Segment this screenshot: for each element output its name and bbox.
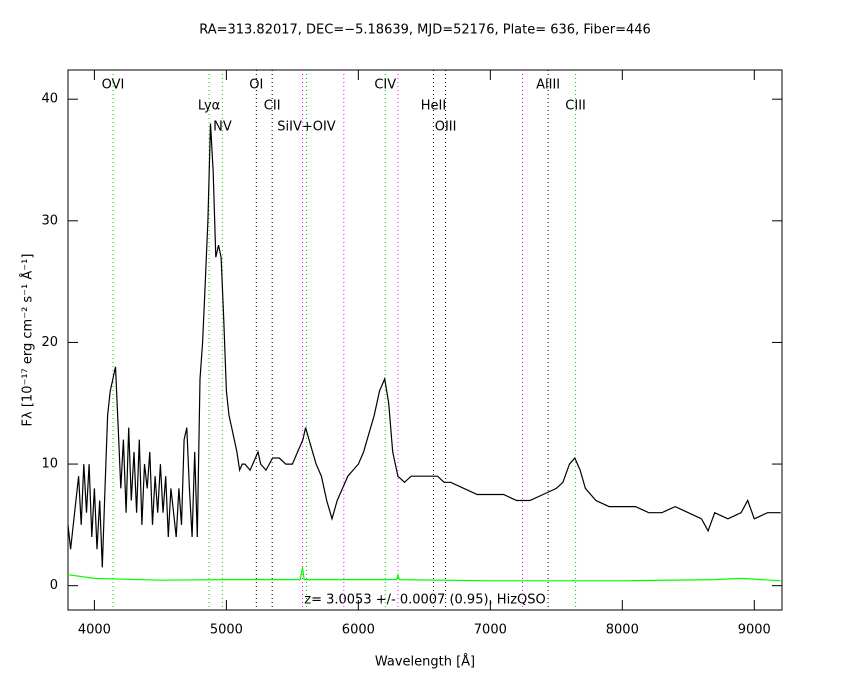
line-label: CIII — [565, 99, 586, 114]
x-tick-label: 6000 — [342, 623, 375, 638]
line-label: CII — [264, 99, 281, 114]
line-label: SiIV+OIV — [277, 120, 336, 135]
line-label: OVI — [102, 78, 125, 93]
chart-title: RA=313.82017, DEC=−5.18639, MJD=52176, P… — [199, 23, 651, 38]
line-label: AlIII — [536, 78, 560, 93]
y-tick-label: 0 — [50, 578, 58, 593]
y-tick-label: 40 — [41, 92, 58, 107]
annotation: z= 3.0053 +/- 0.0007 (0.95), HizQSO — [304, 593, 545, 608]
line-label: NV — [213, 120, 232, 135]
x-tick-label: 8000 — [606, 623, 639, 638]
y-axis-label: Fλ [10⁻¹⁷ erg cm⁻² s⁻¹ Å⁻¹] — [20, 254, 36, 427]
x-tick-label: 4000 — [78, 623, 111, 638]
plot-frame — [67, 69, 783, 611]
x-tick-label: 5000 — [210, 623, 243, 638]
y-tick-label: 10 — [41, 457, 58, 472]
line-label: HeII — [421, 99, 446, 114]
series-line — [67, 567, 781, 582]
line-label: OI — [249, 78, 263, 93]
line-label: CIV — [374, 78, 396, 93]
y-tick-label: 20 — [41, 335, 58, 350]
x-axis-label: Wavelength [Å] — [375, 654, 475, 670]
line-label: Lyα — [198, 99, 220, 114]
x-tick-label: 9000 — [738, 623, 771, 638]
series-line — [67, 123, 781, 568]
y-tick-label: 30 — [41, 213, 58, 228]
x-tick-label: 7000 — [474, 623, 507, 638]
line-label: OIII — [435, 120, 457, 135]
